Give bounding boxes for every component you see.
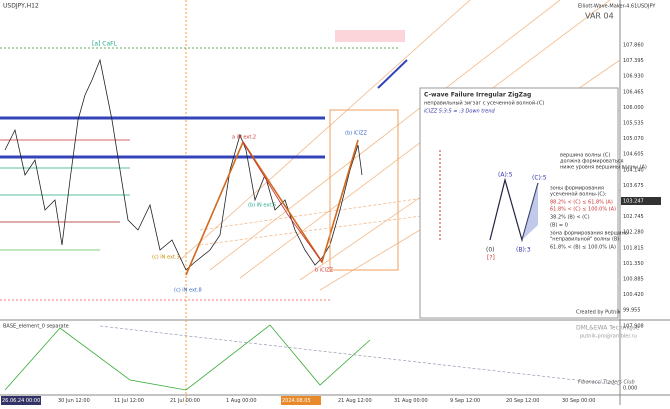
price-label: 101.350 — [623, 261, 644, 267]
panel-subtitle: неправильный зигзаг с усеченной волной-(… — [424, 100, 544, 107]
sub-line — [99, 325, 621, 386]
label: (b) iCIZZ — [345, 131, 367, 137]
price-label: 107.860 — [623, 43, 644, 49]
current-price — [621, 197, 661, 205]
sub-axis-label: 107.908 — [623, 324, 644, 330]
time-label: 31 Aug 00:00 — [394, 398, 428, 404]
price-label: 104.140 — [623, 167, 644, 173]
box — [329, 109, 399, 271]
time-label: 11 Jul 12:00 — [114, 398, 144, 404]
footer-club: Fibonacci Traders Club — [578, 380, 635, 386]
wave-label: (B):3 — [516, 247, 531, 254]
price-label: 103.247 — [623, 199, 644, 205]
time-label: 30 Jun 12:00 — [58, 398, 90, 404]
price-label: 106.930 — [623, 74, 644, 80]
panel-note: 38.2% (B) < (C) — [550, 215, 590, 221]
label: [a] CaFL — [92, 41, 118, 48]
panel-note: усеченной волны-(C): — [550, 191, 607, 198]
price-label: 102.280 — [623, 230, 644, 236]
variant: VAR 04 — [585, 12, 614, 21]
panel-note: 61.8% < (B) ≤ 100.0% (A) — [550, 245, 616, 251]
panel-title: C-wave Failure Irregular ZigZag — [424, 92, 531, 99]
price-label: 102.745 — [623, 214, 644, 220]
time-label: 20 Sep 12:00 — [506, 398, 539, 404]
arrows — [0, 59, 408, 159]
label: b iCIZZ — [315, 268, 334, 274]
price-label: 105.070 — [623, 136, 644, 142]
panel-formula: iCIZZ 5:3:5 = :3 Down trend — [424, 109, 496, 115]
info-panel — [419, 87, 619, 319]
label: (c) iN ext.3 — [152, 255, 180, 261]
wave-label: [?] — [487, 255, 495, 262]
price-label: 100.420 — [623, 292, 644, 298]
footer-technique: DML&EWA Technique — [576, 325, 640, 332]
price-label: 107.395 — [623, 58, 644, 64]
credit: Created by Putnik — [576, 310, 621, 316]
time-highlight — [281, 396, 321, 405]
price-label: 106.465 — [623, 89, 644, 95]
wave-label: (A):5 — [498, 172, 513, 179]
price-label: 100.885 — [623, 277, 644, 283]
price-label: 105.535 — [623, 121, 644, 127]
price-label: 106.000 — [623, 105, 644, 111]
price-label: 103.675 — [623, 183, 644, 189]
time-label: 26.06.24 00:00 — [2, 398, 40, 404]
panel-note: должна формироваться — [560, 159, 624, 165]
panel-note: зоны формирования — [550, 186, 604, 192]
panel-note: 88.2% < (C) ≤ 61.8% (A) — [550, 200, 613, 206]
price-label: 99.955 — [623, 308, 641, 314]
time-highlight — [1, 396, 41, 405]
zone — [335, 30, 405, 42]
sub-line — [4, 324, 371, 391]
sub-window-name: BASE_element_0 separate — [3, 324, 69, 330]
diagram-zone — [522, 183, 538, 240]
time-label: 9 Sep 12:00 — [450, 398, 480, 404]
time-label: 30 Sep 00:00 — [562, 398, 595, 404]
symbol: USDJPY,H12 — [3, 3, 39, 10]
price — [4, 58, 363, 271]
panel-note: зона формирования вершины — [550, 231, 629, 237]
price-label: 101.815 — [623, 245, 644, 251]
sub-axis-label: 0.000 — [623, 386, 637, 392]
panel-note: вершина волны (C) — [560, 153, 610, 159]
time-label: 21 Aug 12:00 — [338, 398, 372, 404]
panel-note: (B) = 0 — [550, 223, 568, 229]
wave-label: (0) — [486, 247, 495, 254]
time-label: 2024.08.05 — [282, 398, 311, 404]
levels — [0, 139, 330, 301]
panel-note: "неправильной" волны (B): — [550, 236, 621, 243]
wave — [185, 139, 359, 276]
label: (c) iN ext.8 — [174, 288, 202, 294]
panel-note: ниже уровня вершины волны (A) — [560, 165, 647, 171]
wave-label: (C):5 — [532, 175, 547, 182]
time-label: 1 Aug 00:00 — [226, 398, 257, 404]
time-label: 21 Jul 00:00 — [170, 398, 200, 404]
label: a iN ext.2 — [232, 135, 256, 141]
wave — [242, 141, 323, 263]
footer-email: putnik-pro@rambler.ru — [580, 334, 637, 340]
price-label: 104.605 — [623, 152, 644, 158]
panel-note: 61.8% < (C) ≤ 100.0% (A) — [550, 207, 616, 213]
indicator: Elliott-Wave-Maker-4.61USDJPY — [578, 4, 656, 10]
label: (b) iN ext.5 — [248, 203, 276, 209]
